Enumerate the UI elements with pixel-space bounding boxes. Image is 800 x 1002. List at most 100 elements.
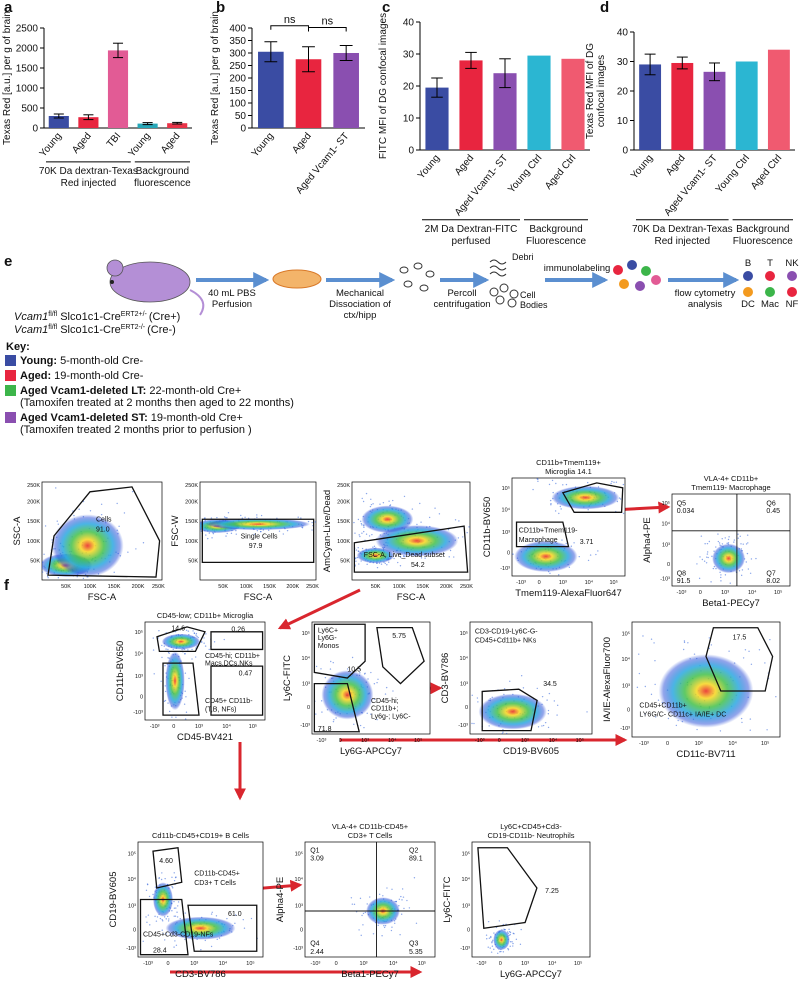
event-dot	[644, 685, 647, 688]
note: (Cre+)	[149, 311, 180, 323]
event-dot	[57, 523, 59, 525]
y-tick-label: 10⁵	[302, 630, 310, 637]
y-tick-label: 150	[229, 86, 246, 97]
key-note: (Tamoxifen treated at 2 months then aged…	[20, 397, 294, 409]
event-dot	[453, 556, 455, 558]
y-tick-label: 250K	[337, 483, 350, 489]
event-dot	[336, 528, 337, 529]
event-dot	[329, 668, 332, 670]
event-dot	[330, 660, 332, 663]
event-dot	[401, 899, 403, 901]
y-tick-label: 10⁵	[662, 500, 670, 507]
gate-label: Q3	[409, 941, 418, 948]
event-dot	[347, 551, 348, 552]
event-dot	[615, 481, 618, 483]
gate-label: CD3-CD19-Ly6C-G-	[475, 628, 538, 635]
density-blob	[356, 547, 395, 564]
event-dot	[728, 536, 730, 538]
event-dot	[181, 720, 182, 721]
event-dot	[682, 648, 685, 651]
density-blob	[51, 514, 124, 578]
event-dot	[587, 509, 589, 511]
event-dot	[724, 537, 726, 539]
event-dot	[172, 648, 174, 651]
y-tick-label: 10	[617, 116, 629, 127]
x-tick-label: TBI	[105, 131, 123, 150]
event-dot	[369, 896, 371, 898]
event-dot	[75, 585, 76, 586]
event-dot	[749, 572, 752, 574]
y-tick-label: 30	[617, 57, 629, 68]
event-dot	[502, 951, 505, 953]
event-dot	[473, 722, 475, 725]
event-dot	[161, 929, 163, 931]
panel-letter: b	[216, 0, 225, 16]
event-dot	[194, 526, 195, 527]
key-title: Key:	[6, 341, 30, 353]
event-dot	[397, 561, 399, 564]
y-tick-label: 10³	[135, 674, 143, 680]
group-label: 70K Da dextran-Texas	[39, 166, 138, 177]
x-tick-label: 10⁴	[388, 737, 397, 744]
event-dot	[398, 898, 401, 901]
x-tick-label: 10⁴	[728, 740, 737, 747]
event-dot	[399, 556, 402, 558]
event-dot	[454, 519, 457, 521]
event-dot	[764, 662, 766, 664]
event-dot	[458, 734, 459, 735]
event-dot	[699, 556, 701, 558]
event-dot	[492, 939, 494, 942]
event-dot	[355, 560, 357, 562]
error-bar	[264, 41, 278, 63]
event-dot	[622, 483, 625, 486]
event-dot	[362, 500, 365, 503]
y-tick-label: 300	[229, 49, 246, 60]
bar	[527, 55, 551, 150]
group-label: Background	[136, 166, 189, 177]
event-dot	[558, 577, 559, 578]
event-dot	[333, 523, 334, 524]
event-dot	[360, 934, 362, 937]
event-dot	[361, 914, 363, 917]
event-dot	[508, 930, 511, 933]
bar	[493, 73, 517, 150]
x-tick-label: 10⁴	[548, 960, 557, 967]
event-dot	[242, 918, 244, 921]
y-tick-label: 0	[627, 707, 630, 713]
gate	[156, 626, 206, 653]
event-dot	[392, 499, 394, 502]
cell-type-label: NK	[785, 258, 799, 269]
y-tick-label: 10⁴	[295, 876, 304, 883]
y-axis-label: Alpha4-PE	[275, 877, 286, 922]
event-dot	[721, 543, 724, 545]
event-dot	[362, 924, 364, 926]
event-dot	[640, 504, 641, 505]
event-dot	[163, 645, 165, 647]
event-dot	[164, 877, 166, 880]
event-dot	[377, 924, 379, 927]
y-tick-label: 2500	[16, 24, 39, 35]
event-dot	[733, 541, 735, 543]
event-dot	[44, 525, 47, 527]
bar	[735, 61, 758, 150]
event-dot	[358, 563, 360, 565]
event-dot	[189, 526, 190, 527]
y-tick-label: -10³	[500, 566, 510, 572]
y-tick-label: 0	[622, 146, 628, 157]
event-dot	[719, 571, 721, 574]
event-dot	[745, 543, 748, 545]
y-tick-label: 200	[229, 74, 246, 85]
event-dot	[497, 572, 498, 573]
event-dot	[503, 562, 504, 563]
gate-label: Macs,DCs,NKs	[205, 661, 253, 668]
event-dot	[724, 574, 727, 576]
event-dot	[152, 637, 154, 639]
event-dot	[485, 934, 488, 936]
event-dot	[544, 721, 547, 724]
cell-type-label: Mac	[761, 299, 779, 310]
x-tick-label: 10⁵	[774, 589, 782, 596]
bar	[767, 49, 790, 151]
y-tick-label: 10⁵	[295, 851, 303, 858]
event-dot	[335, 717, 337, 719]
event-dot	[184, 672, 187, 674]
